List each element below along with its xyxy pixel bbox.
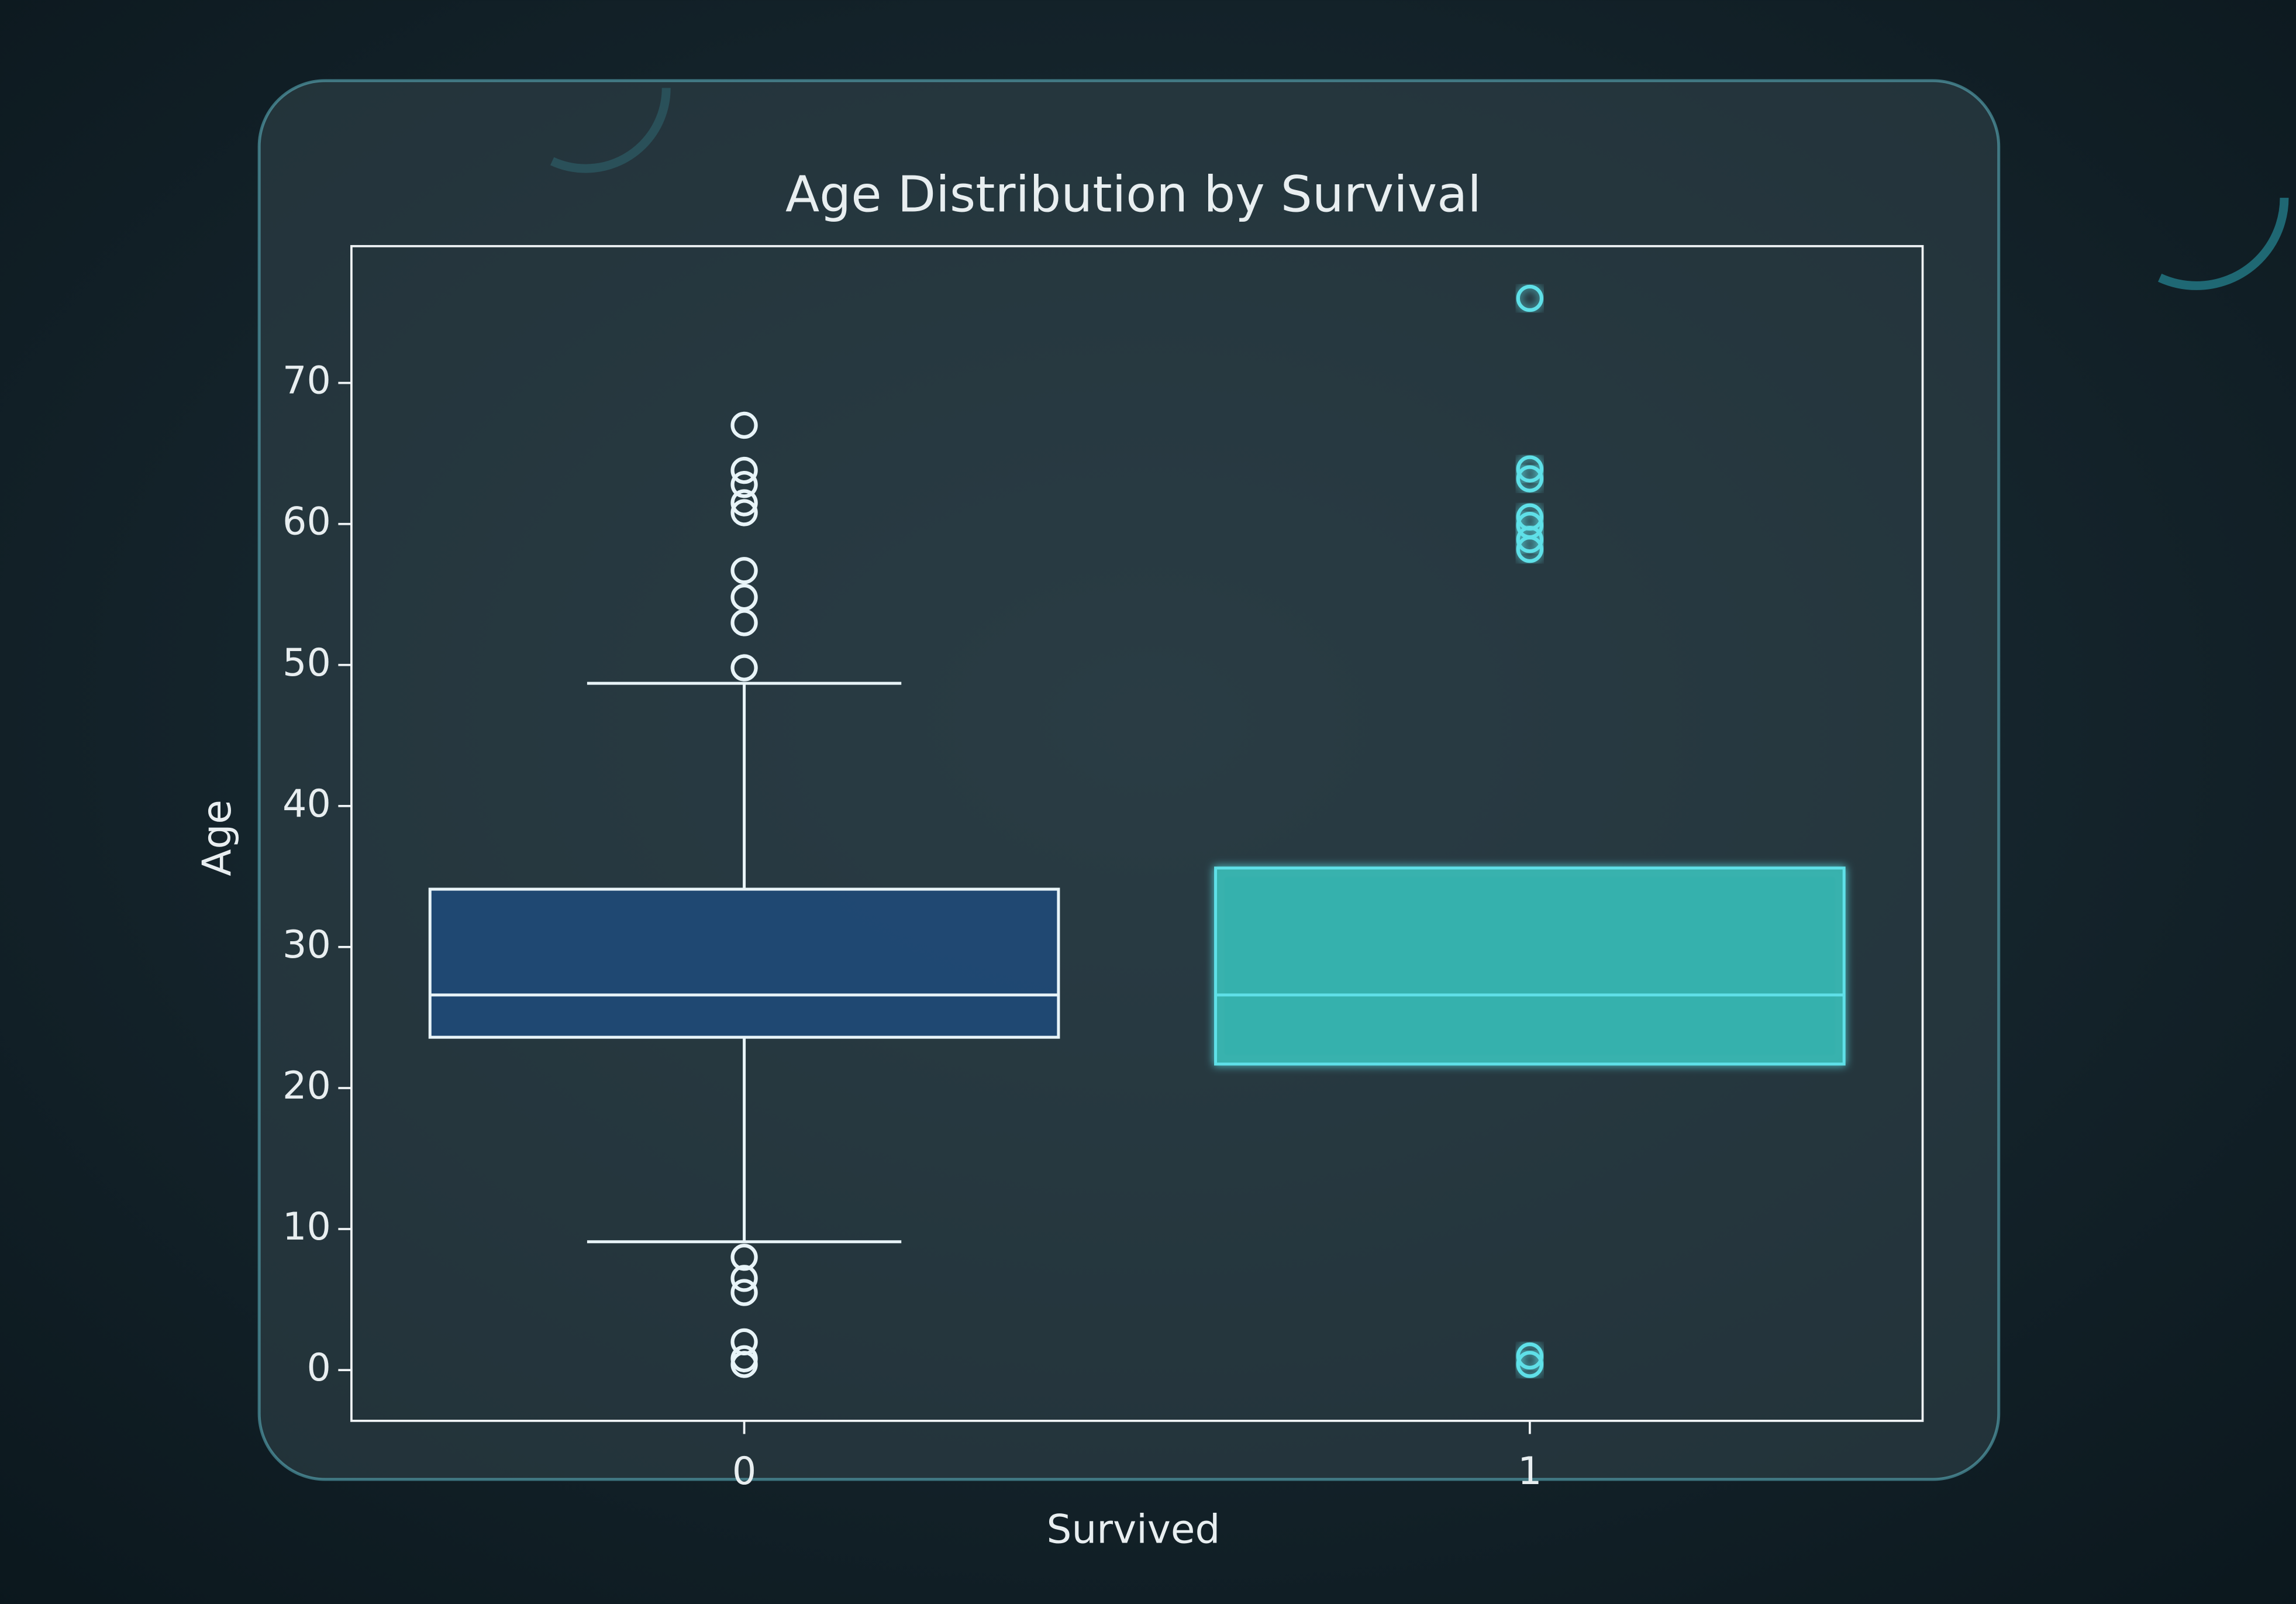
y-axis-label: Age: [194, 800, 240, 876]
box: [428, 887, 1060, 1039]
x-axis-label: Survived: [1047, 1506, 1221, 1553]
flier: [730, 654, 758, 681]
flier: [1516, 1351, 1544, 1378]
glass-panel: [257, 79, 2001, 1481]
flier: [730, 557, 758, 584]
flier: [730, 1265, 758, 1292]
y-tick-label: 60: [282, 500, 331, 544]
flier: [1516, 535, 1544, 563]
flier: [730, 1279, 758, 1306]
y-tick-label: 0: [306, 1346, 330, 1390]
chart-title: Age Distribution by Survival: [785, 166, 1481, 224]
flier: [730, 1244, 758, 1271]
y-tick-label: 10: [282, 1205, 331, 1249]
flier: [730, 583, 758, 611]
flier: [1516, 284, 1544, 312]
y-tick-label: 50: [282, 641, 331, 685]
flier: [730, 499, 758, 526]
box: [1214, 866, 1846, 1066]
flier: [1516, 465, 1544, 493]
decor-ring: [2104, 105, 2289, 290]
plot-frame: [350, 245, 1924, 1422]
y-tick-label: 20: [282, 1064, 331, 1108]
flier: [1516, 526, 1544, 553]
flier: [730, 456, 758, 484]
y-tick-label: 40: [282, 782, 331, 826]
flier: [730, 1351, 758, 1378]
flier: [1516, 455, 1544, 483]
x-tick-label: 1: [1518, 1450, 1542, 1493]
y-tick-label: 30: [282, 923, 331, 967]
flier: [730, 609, 758, 636]
flier: [730, 471, 758, 498]
flier: [730, 489, 758, 517]
y-tick-label: 70: [282, 359, 331, 403]
x-tick-label: 0: [732, 1450, 756, 1493]
flier: [730, 411, 758, 439]
flier: [1516, 1342, 1544, 1370]
